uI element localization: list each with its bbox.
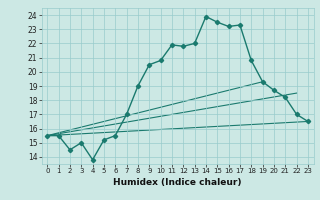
X-axis label: Humidex (Indice chaleur): Humidex (Indice chaleur) (113, 178, 242, 187)
